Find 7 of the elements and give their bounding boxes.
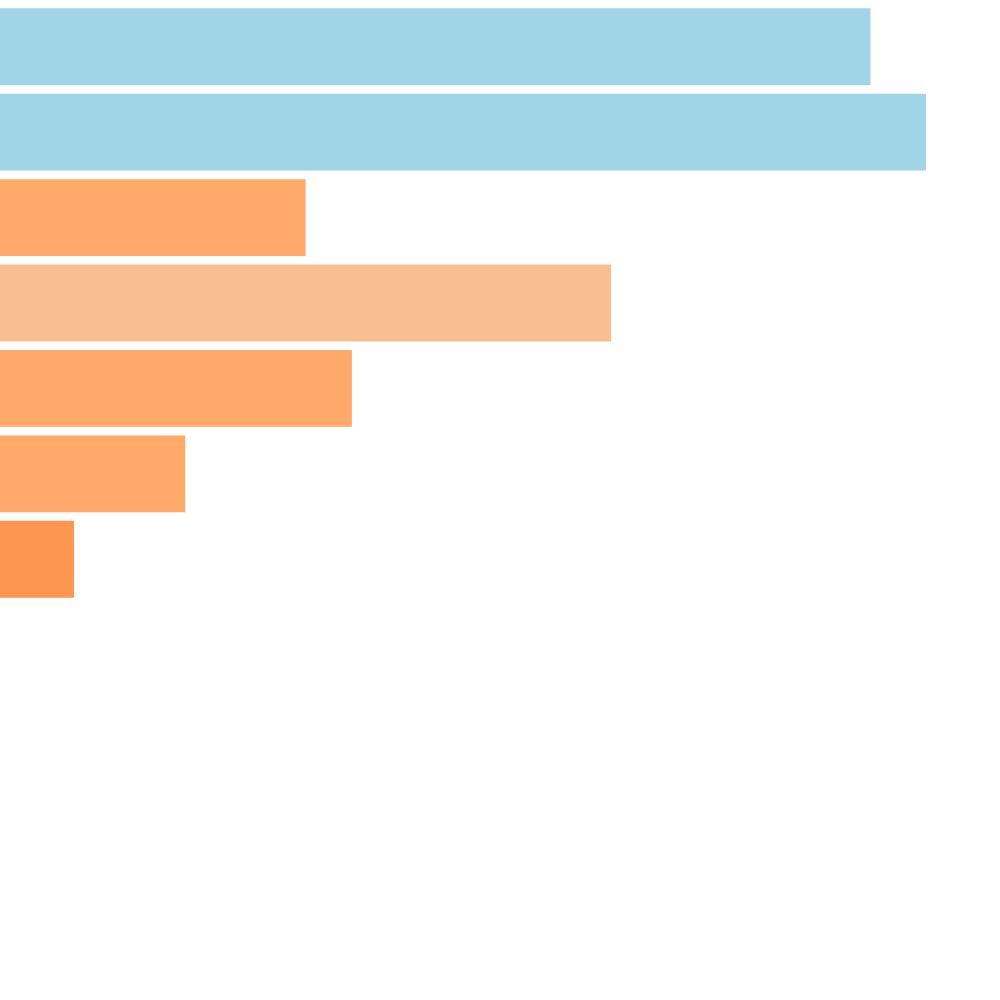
bar bbox=[0, 93, 926, 171]
bar bbox=[0, 349, 352, 427]
bar bbox=[0, 435, 186, 513]
bar bbox=[0, 8, 871, 86]
bar bbox=[0, 264, 612, 342]
bar bbox=[0, 179, 306, 257]
bar bbox=[0, 520, 75, 598]
